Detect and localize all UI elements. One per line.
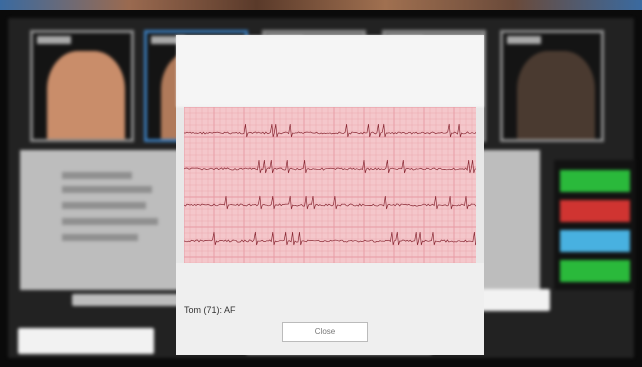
vital-spo2 [560,230,630,252]
patient-thumbnail-1[interactable] [30,30,134,142]
background-button-4[interactable] [18,328,154,354]
vital-bp [560,200,630,222]
banner-strip [0,0,642,10]
ecg-modal: Tom (71): AF Close [176,35,484,355]
ecg-trace [184,123,476,138]
vital-ecg [560,170,630,192]
background-button-3[interactable] [478,289,550,311]
close-button[interactable]: Close [282,322,368,342]
vitals-monitor [554,160,636,290]
vital-rr [560,260,630,282]
ecg-strip [184,107,476,263]
ecg-trace [184,231,476,246]
background-label [72,294,182,306]
ecg-trace [184,195,476,210]
rhythm-caption: Tom (71): AF [184,305,236,315]
modal-header-area [176,35,484,107]
patient-thumbnail-5[interactable] [500,30,604,142]
ecg-trace [184,159,476,174]
ecg-waveform [184,107,476,263]
